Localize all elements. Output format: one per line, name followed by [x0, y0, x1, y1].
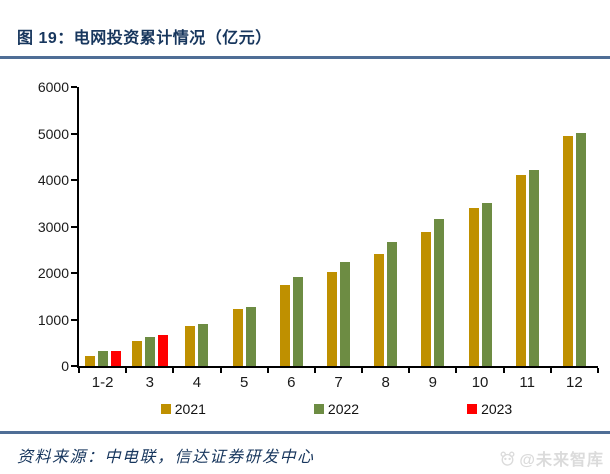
bar-2021-month-12	[562, 135, 573, 366]
y-axis-tick	[71, 225, 77, 228]
bar-2021-month-4	[185, 326, 196, 366]
bar-2021-month-3	[131, 340, 142, 366]
bar-2021-month-9	[421, 231, 432, 366]
bar-group-10	[456, 87, 503, 366]
legend-swatch-2022	[313, 404, 324, 414]
legend-swatch-2023	[467, 404, 478, 414]
footer-rule	[0, 431, 610, 434]
y-axis-tick	[71, 179, 77, 181]
bar-group-1-2	[79, 87, 126, 366]
y-axis-label: 3000	[37, 218, 69, 235]
x-axis-label: 4	[192, 374, 202, 391]
x-axis-tick	[313, 368, 316, 373]
legend-label-2021: 2021	[174, 401, 206, 417]
figure-title: 图 19：电网投资累计情况（亿元）	[17, 30, 272, 47]
x-axis-tick	[266, 368, 269, 373]
legend-item-2021: 2021	[160, 401, 206, 417]
x-axis-tick	[502, 368, 505, 373]
y-axis-tick	[71, 318, 77, 321]
x-axis-label: 11	[519, 374, 535, 391]
x-axis-label: 7	[334, 374, 343, 391]
y-axis-label: 5000	[37, 125, 69, 142]
x-axis-label: 12	[566, 374, 583, 391]
x-axis-label: 3	[145, 374, 154, 391]
bar-2023-month-1-2	[110, 351, 121, 366]
bar-2022-month-6	[292, 277, 303, 366]
bar-2022-month-7	[339, 261, 350, 366]
bar-2021-month-10	[468, 207, 479, 366]
bar-group-3	[126, 87, 173, 366]
chart-legend: 2021 2022 2023	[77, 401, 596, 417]
y-axis-label: 2000	[37, 265, 69, 281]
y-axis-tick	[71, 86, 77, 88]
watermark-text: @未来智库	[519, 452, 604, 469]
legend-item-2023: 2023	[467, 401, 512, 417]
plot-area: 0 1000 2000 3000 4000 5000 6000 1-2 3 4 5 6 7 8 9 10 11 1…	[38, 79, 599, 391]
y-axis-tick	[71, 132, 77, 135]
bar-2021-month-6	[279, 285, 290, 366]
x-axis-tick	[172, 368, 175, 373]
legend-label-2022: 2022	[327, 401, 360, 417]
bar-group-8	[362, 87, 409, 366]
x-axis-label: 1-2	[91, 374, 114, 391]
bar-group-7	[315, 87, 362, 366]
x-axis-label: 6	[287, 374, 296, 391]
x-axis-label: 9	[428, 374, 438, 391]
bar-group-11	[504, 87, 551, 366]
source-text: 资料来源：中电联，信达证券研发中心	[17, 449, 315, 466]
bar-2022-month-8	[387, 242, 398, 366]
x-axis-tick	[361, 368, 364, 373]
x-axis-tick	[549, 368, 552, 373]
bar-2022-month-9	[434, 219, 445, 366]
legend-swatch-2021	[160, 404, 171, 414]
x-axis-label: 8	[381, 374, 390, 391]
bar-2022-month-4	[198, 324, 209, 366]
x-axis-tick	[408, 368, 411, 373]
legend-item-2022: 2022	[313, 401, 360, 417]
bar-2022-month-3	[144, 337, 155, 366]
bar-group-5	[221, 87, 268, 366]
x-axis-label: 5	[239, 374, 249, 391]
bar-2021-month-7	[326, 271, 337, 366]
bar-2022-month-1-2	[97, 351, 108, 366]
bar-group-6	[268, 87, 315, 366]
bar-2022-month-5	[245, 307, 256, 366]
bar-2021-month-5	[232, 309, 243, 366]
x-axis-tick	[597, 368, 599, 373]
bar-2021-month-11	[515, 175, 526, 366]
bar-2021-month-8	[374, 253, 385, 366]
bar-2022-month-10	[481, 202, 492, 366]
x-axis-tick	[78, 368, 80, 373]
y-axis-label: 4000	[37, 172, 69, 188]
bar-2023-month-3	[157, 334, 168, 366]
bar-2022-month-11	[528, 170, 539, 366]
bar-2022-month-12	[575, 132, 586, 366]
x-axis-tick	[125, 368, 128, 373]
x-axis-tick	[219, 368, 222, 373]
y-axis-tick	[71, 365, 77, 367]
y-axis-tick	[71, 272, 77, 274]
bar-group-9	[409, 87, 456, 366]
y-axis-label: 0	[61, 358, 69, 374]
title-rule	[0, 56, 610, 59]
x-axis-tick	[455, 368, 458, 373]
watermark: @未来智库	[499, 446, 604, 470]
bar-2021-month-1-2	[84, 355, 95, 366]
y-axis-label: 6000	[37, 79, 69, 95]
watermark-logo-icon	[500, 451, 515, 466]
legend-label-2023: 2023	[481, 401, 513, 417]
y-axis-label: 1000	[37, 311, 69, 328]
bar-group-12	[551, 87, 598, 366]
x-axis-label: 10	[471, 374, 489, 391]
bar-group-4	[173, 87, 220, 366]
